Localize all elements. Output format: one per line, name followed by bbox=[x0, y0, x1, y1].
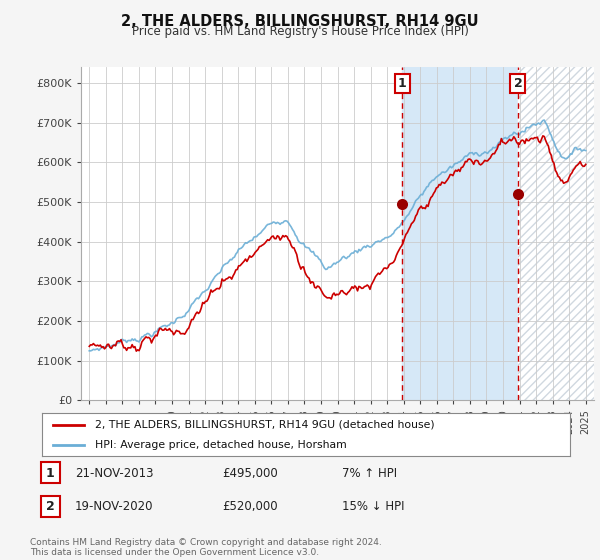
Text: HPI: Average price, detached house, Horsham: HPI: Average price, detached house, Hors… bbox=[95, 440, 347, 450]
Text: 2: 2 bbox=[514, 77, 522, 90]
Text: Contains HM Land Registry data © Crown copyright and database right 2024.
This d: Contains HM Land Registry data © Crown c… bbox=[30, 538, 382, 557]
Bar bbox=[518, 67, 594, 400]
Bar bbox=[518, 67, 594, 400]
Text: Price paid vs. HM Land Registry's House Price Index (HPI): Price paid vs. HM Land Registry's House … bbox=[131, 25, 469, 38]
Text: 19-NOV-2020: 19-NOV-2020 bbox=[75, 500, 154, 514]
Text: 2, THE ALDERS, BILLINGSHURST, RH14 9GU (detached house): 2, THE ALDERS, BILLINGSHURST, RH14 9GU (… bbox=[95, 419, 434, 430]
Text: 2: 2 bbox=[46, 500, 55, 514]
Text: 21-NOV-2013: 21-NOV-2013 bbox=[75, 466, 154, 480]
Text: 1: 1 bbox=[46, 466, 55, 480]
Text: 7% ↑ HPI: 7% ↑ HPI bbox=[342, 466, 397, 480]
Text: 2, THE ALDERS, BILLINGSHURST, RH14 9GU: 2, THE ALDERS, BILLINGSHURST, RH14 9GU bbox=[121, 14, 479, 29]
Bar bbox=[402, 67, 518, 400]
Text: £520,000: £520,000 bbox=[222, 500, 278, 514]
Text: £495,000: £495,000 bbox=[222, 466, 278, 480]
Text: 15% ↓ HPI: 15% ↓ HPI bbox=[342, 500, 404, 514]
Text: 1: 1 bbox=[398, 77, 406, 90]
